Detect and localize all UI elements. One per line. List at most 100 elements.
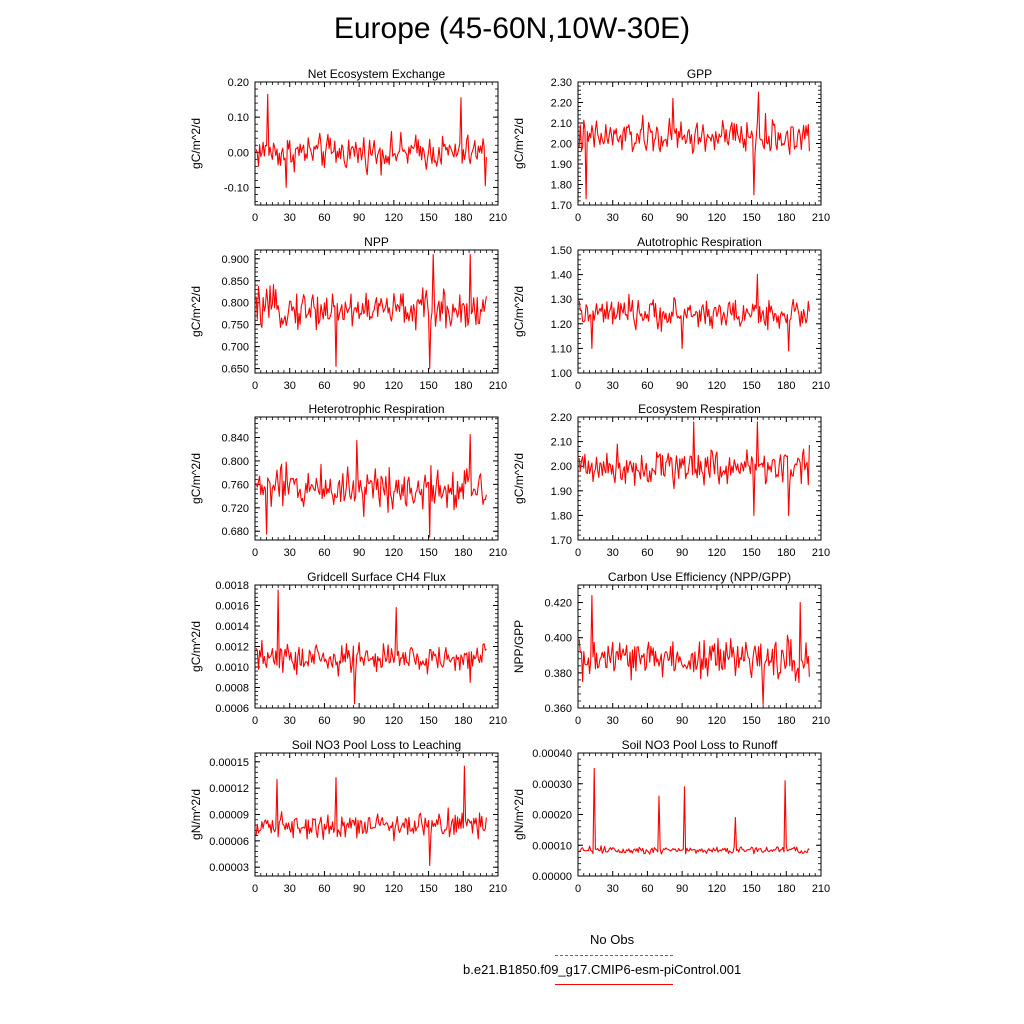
x-tick-label: 0 bbox=[575, 883, 581, 895]
y-tick-label: 0.0008 bbox=[215, 683, 249, 695]
panel-6: Ecosystem Respiration gC/m^2/d 0 30 60 90 120 1… bbox=[512, 402, 830, 559]
x-tick-label: 90 bbox=[353, 212, 365, 224]
x-tick-label: 0 bbox=[252, 715, 258, 727]
plot-frame bbox=[577, 81, 822, 206]
series-line bbox=[255, 589, 487, 705]
x-tick-label: 150 bbox=[419, 212, 437, 224]
y-tick-label: 1.90 bbox=[551, 159, 572, 171]
x-tick-label: 60 bbox=[318, 715, 330, 727]
y-axis-label: gC/m^2/d bbox=[189, 286, 203, 337]
x-tick-label: 180 bbox=[454, 547, 472, 559]
panel-4: Autotrophic Respiration gC/m^2/d 0 30 60 90 12… bbox=[512, 235, 830, 392]
y-tick-label: 0.380 bbox=[544, 668, 572, 680]
x-tick-label: 30 bbox=[607, 883, 619, 895]
x-tick-label: 0 bbox=[575, 715, 581, 727]
legend-model-line bbox=[555, 984, 673, 985]
legend-obs-label: No Obs bbox=[590, 932, 635, 947]
panel-title: NPP bbox=[364, 235, 389, 249]
series-line bbox=[255, 253, 487, 370]
x-tick-label: 210 bbox=[489, 883, 507, 895]
y-tick-label: 2.20 bbox=[551, 412, 572, 424]
y-tick-label: 2.20 bbox=[551, 98, 572, 110]
plot-frame bbox=[254, 249, 499, 374]
x-tick-label: 90 bbox=[353, 547, 365, 559]
figure-title: Europe (45-60N,10W-30E) bbox=[333, 12, 691, 45]
series-line bbox=[255, 765, 487, 867]
y-tick-label: 0.0012 bbox=[215, 642, 249, 654]
x-tick-label: 180 bbox=[777, 212, 795, 224]
y-tick-label: 0.20 bbox=[228, 77, 249, 89]
panel-3: NPP gC/m^2/d 0 30 60 90 120 150 180 210 0.650 0.700… bbox=[189, 235, 507, 392]
panel-title: Ecosystem Respiration bbox=[638, 402, 761, 416]
x-tick-label: 210 bbox=[489, 547, 507, 559]
y-tick-label: 1.80 bbox=[551, 510, 572, 522]
y-axis-label: gC/m^2/d bbox=[512, 453, 526, 504]
y-tick-label: 0.00040 bbox=[532, 748, 572, 760]
y-tick-label: 0.900 bbox=[221, 254, 249, 266]
x-tick-label: 150 bbox=[419, 380, 437, 392]
x-tick-label: 60 bbox=[318, 380, 330, 392]
y-tick-label: 1.70 bbox=[551, 535, 572, 547]
y-tick-label: 0.420 bbox=[544, 598, 572, 610]
x-tick-label: 150 bbox=[742, 883, 760, 895]
panel-2: GPP gC/m^2/d 0 30 60 90 120 150 180 210 1.70 1.80 1.… bbox=[512, 67, 830, 224]
y-tick-label: 1.00 bbox=[551, 368, 572, 380]
x-tick-label: 60 bbox=[641, 883, 653, 895]
plot-frame bbox=[254, 81, 499, 206]
x-tick-label: 30 bbox=[284, 715, 296, 727]
x-tick-label: 120 bbox=[385, 883, 403, 895]
y-tick-label: 0.0016 bbox=[215, 601, 249, 613]
y-axis-label: gC/m^2/d bbox=[189, 453, 203, 504]
x-tick-label: 90 bbox=[353, 380, 365, 392]
x-tick-label: 60 bbox=[641, 212, 653, 224]
x-tick-label: 60 bbox=[641, 547, 653, 559]
y-tick-label: 0.850 bbox=[221, 276, 249, 288]
plot-frame bbox=[577, 249, 822, 374]
y-tick-label: 0.0006 bbox=[215, 703, 249, 715]
legend-obs-line bbox=[555, 955, 673, 956]
x-tick-label: 120 bbox=[708, 380, 726, 392]
plot-frame bbox=[577, 584, 822, 709]
x-tick-label: 210 bbox=[812, 715, 830, 727]
x-tick-label: 30 bbox=[607, 547, 619, 559]
plot-frame bbox=[254, 752, 499, 877]
panel-title: Heterotrophic Respiration bbox=[308, 402, 444, 416]
series-line bbox=[578, 274, 810, 352]
x-tick-label: 180 bbox=[777, 715, 795, 727]
x-tick-label: 180 bbox=[454, 715, 472, 727]
panel-title: GPP bbox=[687, 67, 712, 81]
x-tick-label: 180 bbox=[777, 547, 795, 559]
panel-1: Net Ecosystem Exchange gC/m^2/d 0 30 60 90 120… bbox=[189, 67, 507, 224]
x-tick-label: 90 bbox=[353, 715, 365, 727]
x-tick-label: 210 bbox=[489, 380, 507, 392]
y-tick-label: 0.760 bbox=[221, 479, 249, 491]
y-axis-label: gC/m^2/d bbox=[189, 118, 203, 169]
plot-frame bbox=[577, 416, 822, 541]
series-line bbox=[578, 91, 810, 200]
y-tick-label: 0.720 bbox=[221, 503, 249, 515]
x-tick-label: 60 bbox=[318, 212, 330, 224]
x-tick-label: 180 bbox=[454, 883, 472, 895]
y-tick-label: 0.0014 bbox=[215, 621, 249, 633]
y-tick-label: 0.680 bbox=[221, 526, 249, 538]
x-tick-label: 150 bbox=[742, 212, 760, 224]
x-tick-label: 60 bbox=[318, 883, 330, 895]
y-tick-label: 1.70 bbox=[551, 200, 572, 212]
y-tick-label: 0.750 bbox=[221, 320, 249, 332]
y-tick-label: 2.30 bbox=[551, 77, 572, 89]
x-tick-label: 180 bbox=[454, 212, 472, 224]
x-tick-label: 0 bbox=[575, 547, 581, 559]
x-tick-label: 0 bbox=[575, 380, 581, 392]
y-tick-label: 0.00012 bbox=[209, 783, 249, 795]
x-tick-label: 150 bbox=[742, 547, 760, 559]
panel-7: Gridcell Surface CH4 Flux gC/m^2/d 0 30 60 90… bbox=[189, 570, 507, 727]
y-tick-label: 0.00015 bbox=[209, 757, 249, 769]
y-tick-label: 2.00 bbox=[551, 461, 572, 473]
x-tick-label: 30 bbox=[284, 883, 296, 895]
x-tick-label: 120 bbox=[385, 380, 403, 392]
x-tick-label: 30 bbox=[607, 212, 619, 224]
panel-title: Carbon Use Efficiency (NPP/GPP) bbox=[608, 570, 791, 584]
x-tick-label: 210 bbox=[812, 380, 830, 392]
panel-9: Soil NO3 Pool Loss to Leaching gN/m^2/d 0 3… bbox=[189, 738, 507, 895]
